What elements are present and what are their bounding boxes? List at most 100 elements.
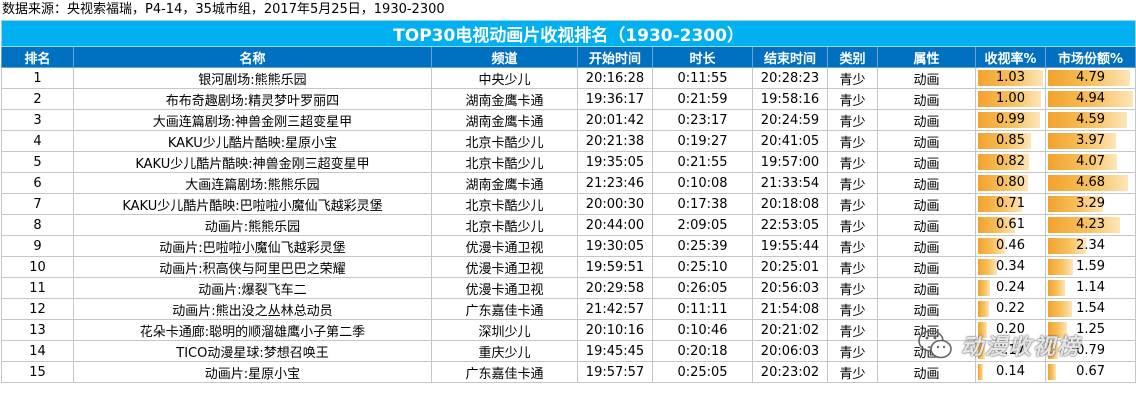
- cell-attribute: 动画: [877, 130, 976, 152]
- table-row[interactable]: 10 动画片:积高侠与阿里巴巴之荣耀 优漫卡通卫视 19:59:51 0:25:10 20…: [1, 256, 1136, 278]
- cell-duration: 0:11:55: [652, 67, 753, 89]
- cell-channel: 广东嘉佳卡通: [431, 298, 578, 320]
- table-row[interactable]: 1 银河剧场:熊熊乐园 中央少儿 20:16:28 0:11:55 20:28:23 青少动…: [1, 67, 1136, 89]
- cell-rating: 0.85: [975, 130, 1046, 152]
- cell-end-time: 20:23:02: [752, 361, 828, 383]
- cell-rank: 15: [1, 361, 74, 383]
- cell-share-value: 4.79: [1076, 70, 1106, 85]
- cell-category: 青少: [827, 277, 878, 299]
- cell-category: 青少: [827, 340, 878, 362]
- table-row[interactable]: 11 动画片:爆裂飞车二 优漫卡通卫视 20:29:58 0:26:05 20:56:03…: [1, 277, 1136, 299]
- cell-channel: 广东嘉佳卡通: [431, 361, 578, 383]
- cell-share-value: 0.79: [1076, 343, 1106, 358]
- cell-duration: 0:26:05: [652, 277, 753, 299]
- cell-share-value: 4.59: [1076, 112, 1106, 127]
- table-row[interactable]: 14 TICO动漫星球:梦想召唤王 重庆少儿 19:45:45 0:20:18 20:06…: [1, 340, 1136, 362]
- cell-attribute: 动画: [877, 298, 976, 320]
- cell-attribute: 动画: [877, 361, 976, 383]
- cell-attribute: 动画: [877, 193, 976, 215]
- cell-duration: 0:10:08: [652, 172, 753, 194]
- col-header-share[interactable]: 市场份额%: [1044, 46, 1136, 68]
- table-row[interactable]: 15 动画片:星原小宝 广东嘉佳卡通 19:57:57 0:25:05 20:23:02 青…: [1, 361, 1136, 383]
- col-header-start-time[interactable]: 开始时间: [577, 46, 653, 68]
- data-bar: [978, 238, 1005, 254]
- cell-category: 青少: [827, 88, 878, 110]
- cell-share-value: 1.59: [1076, 259, 1106, 274]
- col-header-duration[interactable]: 时长: [652, 46, 753, 68]
- cell-share-value: 1.14: [1076, 280, 1106, 295]
- cell-attribute: 动画: [877, 214, 976, 236]
- cell-rating-value: 0.46: [996, 238, 1025, 253]
- cell-share-value: 4.07: [1076, 154, 1106, 169]
- data-bar: [1048, 154, 1118, 170]
- cell-rating: 0.20: [975, 319, 1046, 341]
- cell-share: 3.29: [1044, 193, 1136, 215]
- cell-rank: 12: [1, 298, 74, 320]
- data-bar: [978, 175, 1028, 191]
- col-header-rank[interactable]: 排名: [1, 46, 74, 68]
- data-bar: [1048, 112, 1127, 128]
- cell-rating: 0.14: [975, 361, 1046, 383]
- cell-channel: 优漫卡通卫视: [431, 235, 578, 257]
- table-row[interactable]: 8 动画片:熊熊乐园 北京卡酷少儿 20:44:00 2:09:05 22:53:05 青少…: [1, 214, 1136, 236]
- data-bar: [978, 196, 1022, 212]
- cell-rating-value: 0.99: [996, 112, 1025, 127]
- cell-duration: 0:17:38: [652, 193, 753, 215]
- col-header-end-time[interactable]: 结束时间: [752, 46, 828, 68]
- table-row[interactable]: 9 动画片:巴啦啦小魔仙飞越彩灵堡 优漫卡通卫视 19:30:05 0:25:39 19:…: [1, 235, 1136, 257]
- data-bar: [1048, 70, 1131, 86]
- table-row[interactable]: 7 KAKU少儿酷片酷映:巴啦啦小魔仙飞越彩灵堡 北京卡酷少儿 20:00:30 0:1…: [1, 193, 1136, 215]
- table-row[interactable]: 2 布布奇趣剧场:精灵梦叶罗丽四 湖南金鹰卡通 19:36:17 0:21:59 19:5…: [1, 88, 1136, 110]
- table-row[interactable]: 5 KAKU少儿酷片酷映:神兽金刚三超变星甲 北京卡酷少儿 19:35:05 0:21:…: [1, 151, 1136, 173]
- col-header-channel[interactable]: 频道: [431, 46, 578, 68]
- cell-rating-value: 1.03: [996, 70, 1025, 85]
- cell-rating-value: 0.24: [996, 280, 1025, 295]
- cell-start-time: 19:45:45: [577, 340, 653, 362]
- col-header-name[interactable]: 名称: [73, 46, 432, 68]
- cell-duration: 0:25:05: [652, 361, 753, 383]
- cell-end-time: 20:28:23: [752, 67, 828, 89]
- cell-attribute: 动画: [877, 340, 976, 362]
- data-bar: [1048, 259, 1073, 275]
- cell-duration: 0:21:59: [652, 88, 753, 110]
- cell-start-time: 19:59:51: [577, 256, 653, 278]
- table-row[interactable]: 4 KAKU少儿酷片酷映:星原小宝 北京卡酷少儿 20:21:38 0:19:27 20:…: [1, 130, 1136, 152]
- data-bar: [978, 154, 1029, 170]
- cell-rank: 3: [1, 109, 74, 131]
- cell-rating: 0.80: [975, 172, 1046, 194]
- cell-share-value: 4.23: [1076, 217, 1106, 232]
- cell-channel: 优漫卡通卫视: [431, 277, 578, 299]
- cell-attribute: 动画: [877, 277, 976, 299]
- cell-category: 青少: [827, 109, 878, 131]
- col-header-rating[interactable]: 收视率%: [975, 46, 1046, 68]
- cell-attribute: 动画: [877, 88, 976, 110]
- cell-share-value: 2.34: [1076, 238, 1106, 253]
- table-row[interactable]: 6 大画连篇剧场:熊熊乐园 湖南金鹰卡通 21:23:46 0:10:08 21:33:5…: [1, 172, 1136, 194]
- cell-end-time: 20:56:03: [752, 277, 828, 299]
- cell-rating-value: 0.14: [996, 364, 1025, 379]
- col-header-attribute[interactable]: 属性: [877, 46, 976, 68]
- cell-duration: 0:11:11: [652, 298, 753, 320]
- col-header-category[interactable]: 类别: [827, 46, 878, 68]
- cell-share: 4.59: [1044, 109, 1136, 131]
- cell-channel: 深圳少儿: [431, 319, 578, 341]
- table-row[interactable]: 3 大画连篇剧场:神兽金刚三超变星甲 湖南金鹰卡通 20:01:42 0:23:17 20…: [1, 109, 1136, 131]
- cell-rating-value: 1.00: [996, 91, 1025, 106]
- cell-channel: 优漫卡通卫视: [431, 256, 578, 278]
- cell-category: 青少: [827, 361, 878, 383]
- cell-name: 动画片:星原小宝: [73, 361, 432, 383]
- title-row: TOP30电视动画片收视排名（1930-2300）: [0, 20, 1136, 47]
- cell-share: 4.79: [1044, 67, 1136, 89]
- data-bar: [978, 91, 1041, 107]
- table-row[interactable]: 12 动画片:熊出没之丛林总动员 广东嘉佳卡通 21:42:57 0:11:11 21:5…: [1, 298, 1136, 320]
- cell-name: 动画片:熊出没之丛林总动员: [73, 298, 432, 320]
- cell-rating-value: 0.22: [996, 301, 1025, 316]
- cell-name: KAKU少儿酷片酷映:巴啦啦小魔仙飞越彩灵堡: [73, 193, 432, 215]
- cell-start-time: 19:57:57: [577, 361, 653, 383]
- cell-start-time: 21:42:57: [577, 298, 653, 320]
- cell-channel: 北京卡酷少儿: [431, 214, 578, 236]
- cell-start-time: 19:30:05: [577, 235, 653, 257]
- table-row[interactable]: 13 花朵卡通廊:聪明的顺溜雄鹰小子第二季 深圳少儿 20:10:16 0:10:46 2…: [1, 319, 1136, 341]
- cell-name: 布布奇趣剧场:精灵梦叶罗丽四: [73, 88, 432, 110]
- cell-end-time: 20:06:03: [752, 340, 828, 362]
